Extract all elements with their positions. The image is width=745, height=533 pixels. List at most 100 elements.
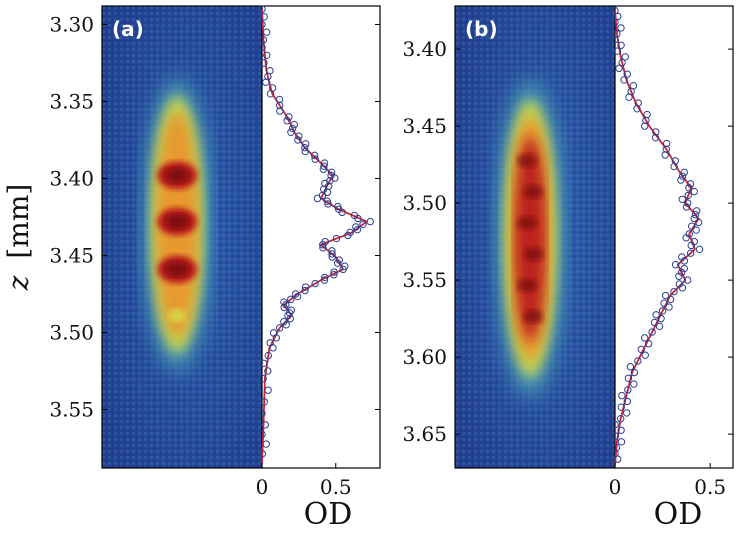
data-marker <box>682 234 690 242</box>
data-marker <box>264 386 272 394</box>
data-marker <box>320 276 329 284</box>
data-marker <box>366 217 374 226</box>
data-marker <box>332 234 341 243</box>
panel-b-x-ticks: 0 0.5 <box>609 463 726 499</box>
data-marker <box>617 41 625 49</box>
y-tick-label: 3.50 <box>49 320 94 344</box>
data-marker <box>344 231 352 240</box>
data-marker <box>661 151 669 159</box>
data-marker <box>684 199 692 207</box>
x-tick-label: 0.5 <box>694 475 726 499</box>
data-marker <box>677 176 685 184</box>
data-marker <box>692 226 700 234</box>
data-marker <box>285 113 293 121</box>
data-marker <box>613 47 622 55</box>
data-marker <box>625 93 633 101</box>
data-marker <box>658 307 667 315</box>
data-marker <box>280 303 288 312</box>
panel-b-profile-plot <box>611 6 704 465</box>
panel-b-y-ticks: 3.40 3.45 3.50 3.55 3.60 3.65 <box>402 37 733 446</box>
data-marker <box>359 220 367 228</box>
x-tick-label: 0 <box>256 475 269 499</box>
data-marker <box>652 311 660 319</box>
data-marker <box>671 261 680 269</box>
data-marker <box>287 128 295 136</box>
y-tick-label: 3.55 <box>49 397 94 421</box>
data-marker <box>670 162 678 171</box>
data-marker <box>617 426 625 434</box>
data-marker <box>637 345 645 354</box>
data-marker <box>692 207 701 215</box>
data-marker <box>262 78 270 86</box>
data-marker <box>276 324 284 332</box>
data-marker <box>686 249 695 257</box>
data-marker <box>687 241 695 250</box>
data-marker <box>618 58 626 67</box>
data-marker <box>288 124 297 133</box>
data-marker <box>620 76 628 84</box>
data-marker <box>661 291 670 300</box>
data-marker <box>684 191 692 200</box>
data-marker <box>262 28 271 36</box>
data-marker <box>301 286 309 295</box>
data-marker <box>660 299 668 307</box>
data-marker <box>650 318 659 327</box>
data-marker <box>633 105 641 113</box>
data-marker <box>258 450 267 458</box>
data-marker <box>678 195 686 203</box>
data-marker <box>330 271 338 279</box>
data-marker <box>617 438 626 446</box>
cloud-core-dark <box>165 167 190 184</box>
y-axis-label: z [mm] <box>2 184 35 292</box>
data-marker <box>623 70 631 78</box>
cloud-core-dark <box>517 278 538 293</box>
data-marker <box>264 367 272 375</box>
data-marker <box>287 295 295 304</box>
data-marker <box>641 351 649 359</box>
data-marker <box>262 440 270 448</box>
data-marker <box>618 391 626 400</box>
data-marker <box>313 194 322 203</box>
panel-a: (a) 3.303.353.403.453.503.55 0 0.5 OD <box>49 5 381 532</box>
y-tick-label: 3.55 <box>402 268 447 292</box>
data-marker <box>675 272 683 280</box>
data-marker <box>695 245 704 254</box>
panel-b: (b) 3.403.453.503.553.603.65 0 0.5 OD <box>402 5 734 532</box>
cloud-core-dark <box>523 184 544 199</box>
data-marker <box>617 403 625 411</box>
y-tick-label: 3.45 <box>49 243 94 267</box>
data-marker <box>258 43 266 52</box>
panel-b-x-axis-label: OD <box>654 497 703 532</box>
data-marker <box>655 322 664 331</box>
data-marker <box>339 265 347 274</box>
data-marker <box>611 449 619 458</box>
panel-a-profile-plot <box>258 5 374 464</box>
data-marker <box>328 250 336 258</box>
data-marker <box>320 162 328 170</box>
data-marker <box>338 208 346 217</box>
data-marker <box>327 168 336 177</box>
data-marker <box>694 218 703 227</box>
data-marker <box>691 210 700 219</box>
data-marker <box>264 351 272 360</box>
data-marker <box>651 133 660 142</box>
data-marker <box>623 409 631 417</box>
data-marker <box>301 143 309 152</box>
data-marker <box>678 253 686 261</box>
data-marker <box>611 432 620 440</box>
data-marker <box>282 321 290 329</box>
data-marker <box>261 421 269 429</box>
cloud-core-dark <box>165 261 190 278</box>
data-marker <box>269 344 277 352</box>
data-marker <box>670 287 678 296</box>
cloud-core-dark <box>523 309 544 324</box>
data-marker <box>678 172 687 180</box>
data-marker <box>678 284 687 292</box>
data-marker <box>680 257 689 265</box>
data-marker <box>666 295 675 304</box>
data-marker <box>321 273 329 282</box>
x-tick-label: 0 <box>609 475 622 499</box>
y-tick-label: 3.65 <box>402 422 447 446</box>
data-marker <box>640 122 649 130</box>
cloud-core-dark <box>517 153 538 168</box>
